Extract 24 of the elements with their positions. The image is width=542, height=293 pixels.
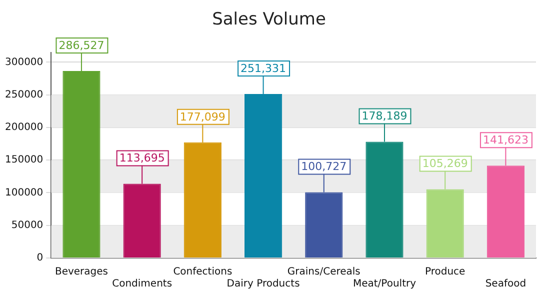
x-tick-label: Beverages — [54, 266, 108, 278]
x-tick-label: Confections — [173, 266, 232, 278]
y-tick-label: 250000 — [4, 89, 44, 100]
data-label: 105,269 — [422, 157, 468, 170]
y-tick-label: 300000 — [4, 56, 44, 68]
data-label: 177,099 — [180, 110, 226, 124]
chart-title: Sales Volume — [212, 10, 326, 30]
data-label: 113,695 — [119, 152, 165, 165]
y-tick-label: 100000 — [4, 187, 44, 198]
x-tick-label: Condiments — [112, 278, 172, 290]
y-tick-label: 50000 — [11, 220, 44, 231]
y-tick-label: 200000 — [4, 122, 44, 134]
x-tick-label: Seafood — [485, 278, 526, 290]
x-tick-label: Grains/Cereals — [287, 266, 360, 278]
y-tick-label: 150000 — [4, 154, 44, 166]
data-label: 178,189 — [362, 110, 408, 123]
x-tick-label: Produce — [424, 266, 466, 278]
data-label: 141,623 — [482, 133, 528, 146]
y-tick-label: 0 — [36, 252, 44, 264]
data-label: 251,331 — [240, 62, 286, 75]
data-label: 100,727 — [301, 160, 347, 174]
x-tick-label: Dairy Products — [226, 278, 300, 290]
x-tick-label: Meat/Poultry — [352, 278, 416, 290]
data-label: 286,527 — [58, 38, 104, 52]
